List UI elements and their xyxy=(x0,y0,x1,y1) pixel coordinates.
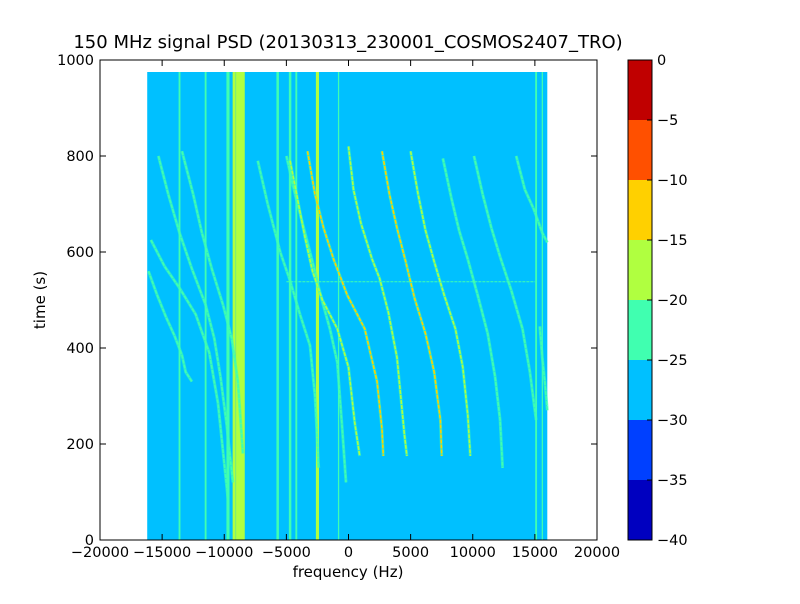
doppler-trace xyxy=(381,151,443,457)
doppler-trace xyxy=(442,158,504,469)
doppler-trace xyxy=(147,270,193,383)
carrier-line xyxy=(226,72,230,540)
colorbar-tick-label: −15 xyxy=(657,233,688,249)
doppler-trace xyxy=(515,155,549,243)
colorbar-band xyxy=(628,420,652,480)
y-axis-label: time (s) xyxy=(31,271,49,329)
doppler-trace xyxy=(257,160,320,469)
colorbar: 0 −5 −10 −15 −20 −25 −30 −35 −40 xyxy=(627,53,688,549)
y-tick-label: 1000 xyxy=(57,53,94,69)
y-tick-label: 200 xyxy=(66,437,94,453)
carrier-line xyxy=(315,72,319,540)
x-tick-label: −15000 xyxy=(133,545,191,561)
y-tick-label: 800 xyxy=(66,149,94,165)
carrier-line xyxy=(429,72,432,540)
colorbar-band xyxy=(628,60,652,120)
colorbar-tick-label: −10 xyxy=(657,173,688,189)
colorbar-band xyxy=(628,480,652,540)
x-tick-label: −5000 xyxy=(262,545,311,561)
x-tick-label: 0 xyxy=(344,545,353,561)
x-tick-label: 5000 xyxy=(392,545,429,561)
carrier-line xyxy=(276,72,279,540)
doppler-trace xyxy=(181,150,244,454)
x-tick-label: −20000 xyxy=(71,545,129,561)
colorbar-band xyxy=(628,300,652,360)
carrier-line xyxy=(232,72,236,540)
carrier-line xyxy=(535,72,538,540)
carrier-line xyxy=(288,72,292,540)
colorbar-tick-label: −40 xyxy=(657,533,688,549)
colorbar-band xyxy=(628,240,652,300)
colorbar-tick-label: −30 xyxy=(657,413,688,429)
x-axis-label: frequency (Hz) xyxy=(293,563,404,581)
doppler-trace xyxy=(306,151,385,457)
chart-title: 150 MHz signal PSD (20130313_230001_COSM… xyxy=(73,32,622,53)
carrier-line xyxy=(149,72,151,334)
carrier-line xyxy=(178,72,181,540)
x-tick-label: 15000 xyxy=(512,545,558,561)
doppler-trace xyxy=(347,146,408,457)
colorbar-tick-label: −5 xyxy=(657,113,678,129)
y-tick-label: 0 xyxy=(85,533,94,549)
doppler-trace xyxy=(150,239,229,500)
colorbar-band xyxy=(628,120,652,180)
colorbar-band xyxy=(628,180,652,240)
carrier-line xyxy=(236,72,245,540)
x-axis: −20000 −15000 −10000 −5000 0 5000 10000 15000 20… xyxy=(71,60,620,561)
carrier-line xyxy=(541,72,543,540)
colorbar-tick-label: −25 xyxy=(657,353,688,369)
colorbar-band xyxy=(628,360,652,420)
x-tick-label: −10000 xyxy=(195,545,253,561)
y-tick-label: 600 xyxy=(66,245,94,261)
heatmap-layer xyxy=(147,72,549,540)
y-tick-label: 400 xyxy=(66,341,94,357)
doppler-trace xyxy=(473,155,537,421)
colorbar-tick-label: 0 xyxy=(657,53,666,69)
carrier-line xyxy=(185,72,187,444)
doppler-trace xyxy=(409,151,472,457)
doppler-trace xyxy=(157,155,234,483)
carrier-line xyxy=(337,72,340,540)
y-axis: 0 200 400 600 800 1000 xyxy=(57,53,597,549)
x-tick-label: 20000 xyxy=(574,545,620,561)
colorbar-tick-label: −20 xyxy=(657,293,688,309)
x-tick-label: 10000 xyxy=(450,545,496,561)
doppler-trace xyxy=(539,326,549,411)
doppler-trace xyxy=(289,160,361,457)
colorbar-tick-label: −35 xyxy=(657,473,688,489)
